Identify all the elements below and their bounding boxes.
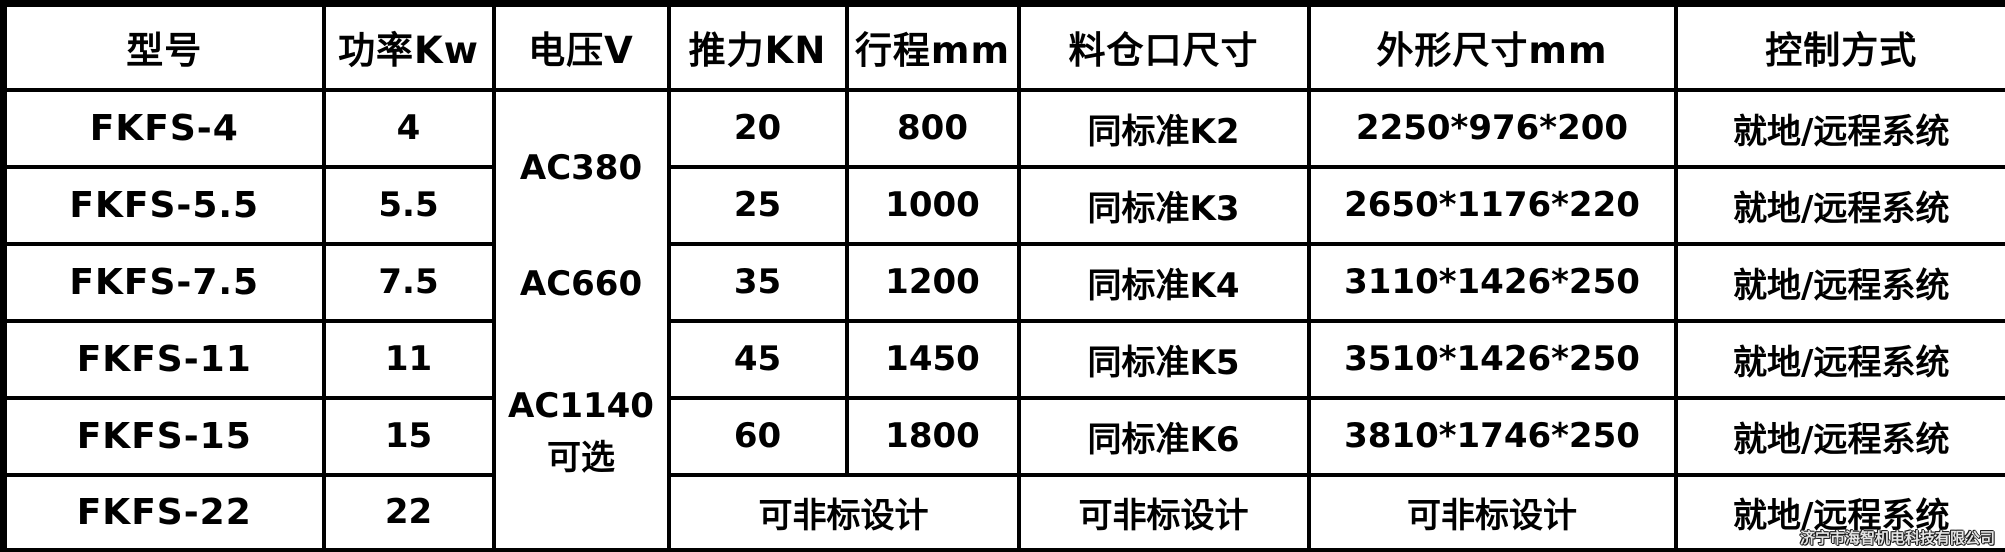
voltage-options: AC380 AC660 AC1140 可选 xyxy=(498,94,665,543)
cell-model: FKFS-4 xyxy=(1,87,326,169)
cell-thrust: 25 xyxy=(666,164,849,246)
header-power: 功率Kw xyxy=(321,1,496,92)
header-control: 控制方式 xyxy=(1673,1,2005,92)
cell-model: FKFS-5.5 xyxy=(1,164,326,246)
table-row: FKFS-4 4 AC380 AC660 AC1140 可选 20 800 同标… xyxy=(1,87,2005,552)
cell-dimensions: 2250*976*200 xyxy=(1306,87,1678,169)
cell-thrust: 60 xyxy=(666,395,849,477)
cell-voltage-merged: AC380 AC660 AC1140 可选 xyxy=(491,87,671,552)
voltage-option: AC1140 xyxy=(508,386,654,427)
table-row: FKFS-15 15 60 1800 同标准K6 3810*1746*250 就… xyxy=(1,395,2005,477)
cell-power: 15 xyxy=(321,395,496,477)
table-row: FKFS-22 22 可非标设计 可非标设计 可非标设计 就地/远程系统 xyxy=(1,472,2005,552)
cell-power: 5.5 xyxy=(321,164,496,246)
cell-power: 4 xyxy=(321,87,496,169)
header-hopper: 料仓口尺寸 xyxy=(1016,1,1311,92)
cell-hopper: 同标准K5 xyxy=(1016,318,1311,400)
header-model: 型号 xyxy=(1,1,326,92)
cell-stroke: 1450 xyxy=(844,318,1021,400)
cell-control: 就地/远程系统 xyxy=(1673,164,2005,246)
cell-dimensions: 2650*1176*220 xyxy=(1306,164,1678,246)
header-thrust: 推力KN xyxy=(666,1,849,92)
cell-hopper: 同标准K2 xyxy=(1016,87,1311,169)
cell-dimensions: 3110*1426*250 xyxy=(1306,241,1678,323)
voltage-option-note: 可选 xyxy=(547,438,615,479)
cell-thrust: 20 xyxy=(666,87,849,169)
cell-dimensions: 3510*1426*250 xyxy=(1306,318,1678,400)
cell-model: FKFS-22 xyxy=(1,472,326,552)
cell-stroke: 1000 xyxy=(844,164,1021,246)
cell-hopper: 同标准K3 xyxy=(1016,164,1311,246)
table-row: FKFS-11 11 45 1450 同标准K5 3510*1426*250 就… xyxy=(1,318,2005,400)
cell-model: FKFS-7.5 xyxy=(1,241,326,323)
cell-control: 就地/远程系统 xyxy=(1673,395,2005,477)
cell-power: 7.5 xyxy=(321,241,496,323)
voltage-option: AC380 xyxy=(519,148,643,189)
header-row: 型号 功率Kw 电压V 推力KN 行程mm 料仓口尺寸 外形尺寸mm 控制方式 xyxy=(1,1,2005,92)
cell-control: 就地/远程系统 xyxy=(1673,472,2005,552)
cell-control: 就地/远程系统 xyxy=(1673,87,2005,169)
cell-control: 就地/远程系统 xyxy=(1673,318,2005,400)
voltage-option: AC660 xyxy=(519,264,643,305)
cell-model: FKFS-15 xyxy=(1,395,326,477)
cell-thrust-stroke-merged: 可非标设计 xyxy=(666,472,1021,552)
cell-stroke: 1200 xyxy=(844,241,1021,323)
cell-dimensions: 可非标设计 xyxy=(1306,472,1678,552)
header-dimensions: 外形尺寸mm xyxy=(1306,1,1678,92)
cell-thrust: 35 xyxy=(666,241,849,323)
cell-hopper: 同标准K6 xyxy=(1016,395,1311,477)
cell-power: 11 xyxy=(321,318,496,400)
cell-model: FKFS-11 xyxy=(1,318,326,400)
cell-dimensions: 3810*1746*250 xyxy=(1306,395,1678,477)
cell-thrust: 45 xyxy=(666,318,849,400)
table-row: FKFS-7.5 7.5 35 1200 同标准K4 3110*1426*250… xyxy=(1,241,2005,323)
cell-control: 就地/远程系统 xyxy=(1673,241,2005,323)
cell-stroke: 800 xyxy=(844,87,1021,169)
cell-power: 22 xyxy=(321,472,496,552)
company-watermark: 济宁市海智机电科技有限公司 xyxy=(1800,529,1996,547)
cell-hopper: 可非标设计 xyxy=(1016,472,1311,552)
header-stroke: 行程mm xyxy=(844,1,1021,92)
table-row: FKFS-5.5 5.5 25 1000 同标准K3 2650*1176*220… xyxy=(1,164,2005,246)
cell-hopper: 同标准K4 xyxy=(1016,241,1311,323)
header-voltage: 电压V xyxy=(491,1,671,92)
cell-stroke: 1800 xyxy=(844,395,1021,477)
